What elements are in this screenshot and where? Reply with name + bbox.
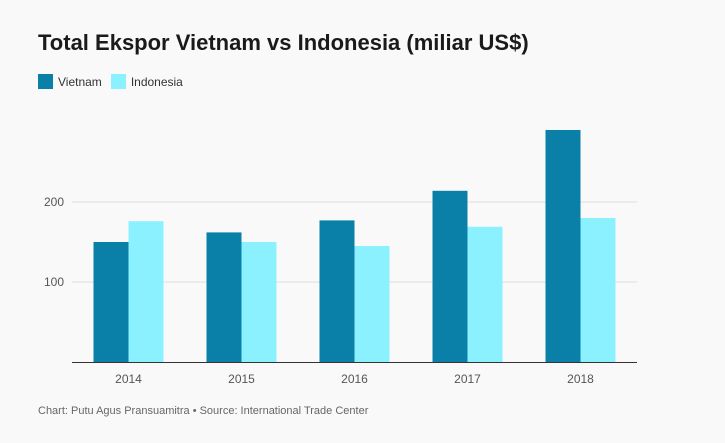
legend-label-indonesia: Indonesia bbox=[130, 74, 183, 89]
y-tick-label-100: 100 bbox=[44, 275, 64, 289]
bar-vietnam-2018[interactable] bbox=[545, 130, 581, 362]
legend: Vietnam Indonesia bbox=[38, 74, 192, 89]
bars bbox=[93, 130, 616, 362]
legend-swatch-vietnam bbox=[38, 74, 53, 89]
bar-indonesia-2018[interactable] bbox=[580, 218, 616, 362]
legend-item-indonesia[interactable]: Indonesia bbox=[110, 74, 183, 89]
y-tick-label-200: 200 bbox=[44, 195, 64, 209]
x-tick-label-2014: 2014 bbox=[115, 372, 142, 386]
bar-indonesia-2015[interactable] bbox=[241, 242, 277, 362]
legend-item-vietnam[interactable]: Vietnam bbox=[38, 74, 102, 89]
legend-swatch-indonesia bbox=[110, 74, 126, 89]
bar-vietnam-2016[interactable] bbox=[319, 220, 355, 362]
bar-vietnam-2015[interactable] bbox=[206, 232, 242, 362]
bar-indonesia-2017[interactable] bbox=[467, 226, 503, 362]
legend-label-vietnam: Vietnam bbox=[58, 74, 102, 89]
bar-indonesia-2014[interactable] bbox=[128, 221, 164, 362]
y-axis-labels: 100 200 bbox=[44, 195, 64, 289]
x-axis-labels: 2014 2015 2016 2017 2018 bbox=[115, 372, 594, 386]
bar-indonesia-2016[interactable] bbox=[354, 246, 390, 362]
bar-vietnam-2017[interactable] bbox=[432, 190, 468, 362]
chart-title: Total Ekspor Vietnam vs Indonesia (milia… bbox=[38, 30, 529, 55]
source-credit: Chart: Putu Agus Pransuamitra • Source: … bbox=[38, 405, 369, 417]
x-tick-label-2016: 2016 bbox=[341, 372, 368, 386]
x-tick-label-2015: 2015 bbox=[228, 372, 255, 386]
x-tick-label-2018: 2018 bbox=[567, 372, 594, 386]
x-tick-label-2017: 2017 bbox=[454, 372, 481, 386]
bar-vietnam-2014[interactable] bbox=[93, 242, 129, 362]
